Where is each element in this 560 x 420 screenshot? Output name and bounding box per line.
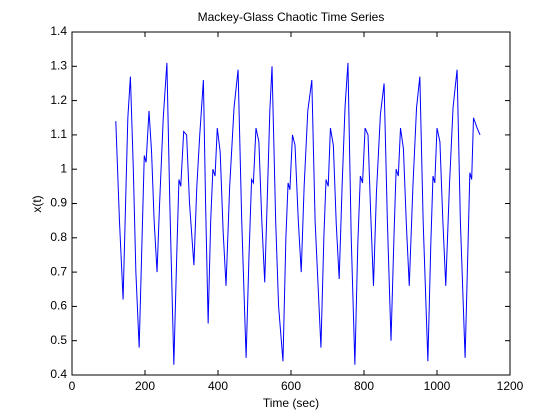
y-tick-label: 0.5 [50, 333, 67, 347]
data-line [115, 62, 481, 365]
x-tick-label: 200 [135, 379, 155, 393]
y-tick-label: 1.4 [50, 24, 67, 38]
chart-title: Mackey-Glass Chaotic Time Series [198, 10, 385, 24]
x-tick-label: 800 [354, 379, 374, 393]
y-tick-label: 0.7 [50, 264, 67, 278]
y-tick-label: 1.1 [50, 127, 67, 141]
y-tick-label: 1 [60, 161, 67, 175]
x-tick-label: 0 [69, 379, 76, 393]
y-axis-label: x(t) [30, 195, 44, 212]
y-tick-label: 1.3 [50, 58, 67, 72]
x-tick-label: 1000 [424, 379, 451, 393]
x-tick-label: 400 [208, 379, 228, 393]
y-tick-label: 1.2 [50, 93, 67, 107]
y-tick-label: 0.8 [50, 230, 67, 244]
x-tick-label: 1200 [497, 379, 524, 393]
y-tick-label: 0.4 [50, 367, 67, 381]
x-tick-label: 600 [281, 379, 301, 393]
y-tick-label: 0.9 [50, 196, 67, 210]
x-axis-label: Time (sec) [263, 396, 319, 410]
y-tick-label: 0.6 [50, 299, 67, 313]
